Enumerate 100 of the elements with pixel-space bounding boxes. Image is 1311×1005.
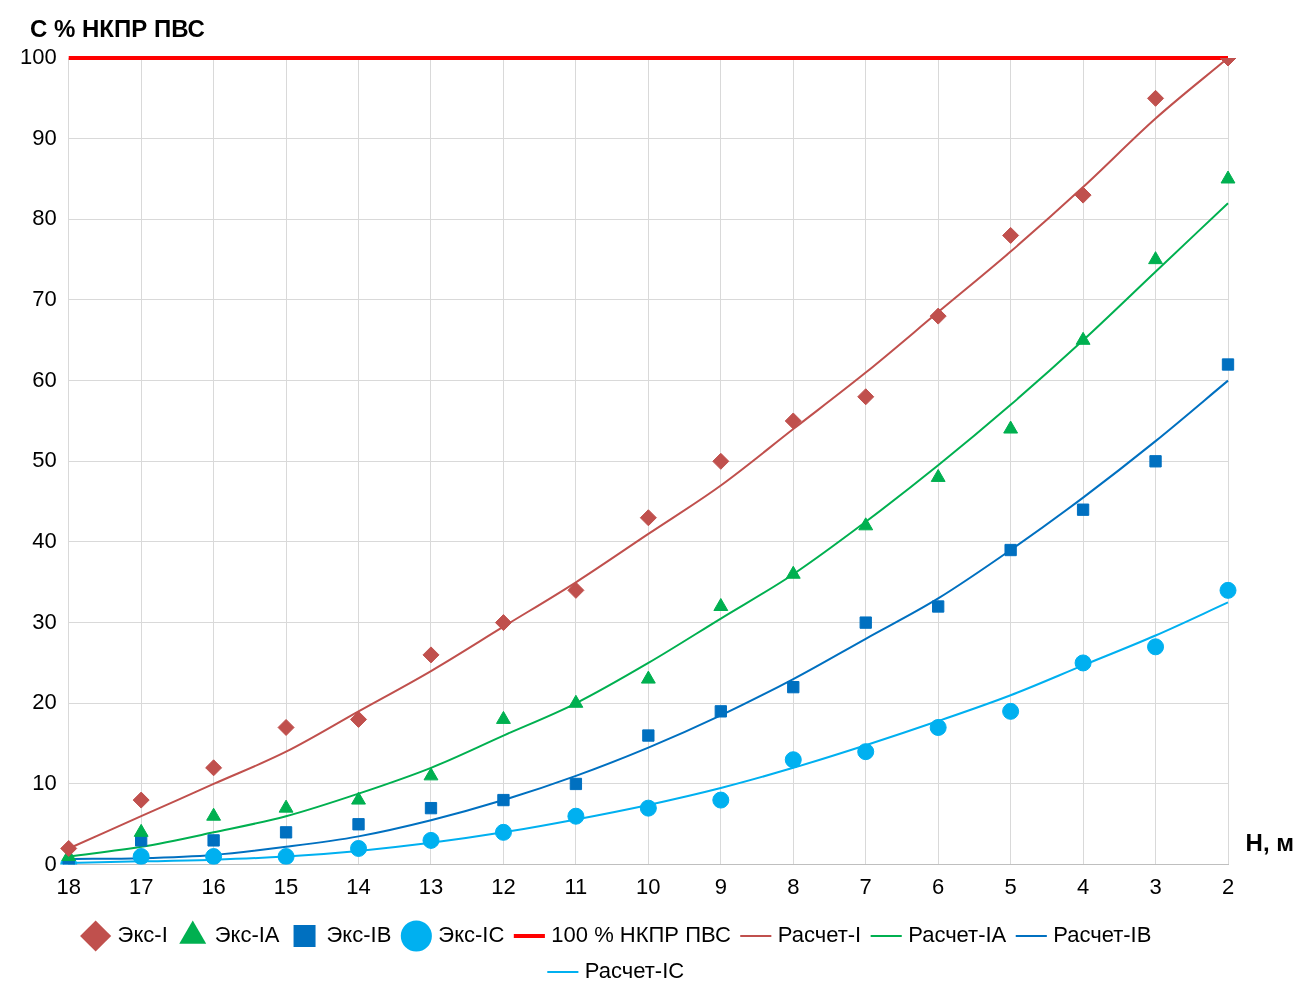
x-tick-label: 2: [1221, 873, 1235, 899]
point: [423, 767, 439, 781]
point: [1074, 654, 1092, 672]
point: [639, 509, 657, 527]
y-tick-label: 50: [32, 447, 57, 473]
point: [1147, 638, 1165, 656]
x-tick-label: 7: [859, 873, 872, 899]
legend-label: Расчет-IB: [1053, 922, 1152, 948]
point: [422, 646, 440, 664]
point: [205, 759, 223, 777]
point: [929, 307, 947, 325]
point: [929, 718, 947, 736]
legend-label: Расчет-IA: [908, 922, 1007, 948]
point: [1219, 581, 1237, 599]
x-tick-label: 9: [714, 873, 727, 899]
point: [1147, 89, 1165, 107]
point: [1074, 186, 1092, 204]
y-tick-label: 20: [32, 689, 57, 715]
x-tick-label: 11: [564, 873, 588, 899]
point: [930, 468, 946, 482]
y-tick-label: 60: [32, 366, 57, 392]
point: [567, 581, 585, 599]
y-axis-title: C % НКПР ПВС: [30, 14, 205, 42]
point: [712, 791, 730, 809]
point: [351, 791, 366, 805]
point: [569, 777, 583, 791]
point: [932, 600, 945, 613]
point: [1004, 543, 1017, 557]
point: [132, 791, 150, 809]
point: [277, 848, 295, 865]
point: [784, 751, 802, 769]
y-tick-label: 70: [32, 286, 57, 312]
point: [279, 826, 293, 839]
point: [1220, 170, 1236, 184]
point: [1076, 503, 1090, 516]
point: [712, 452, 730, 470]
point: [60, 839, 78, 857]
point: [642, 729, 655, 742]
point: [133, 823, 149, 837]
point: [207, 834, 220, 847]
legend-label: Экс-IC: [438, 922, 505, 948]
point: [277, 718, 295, 736]
y-tick-label: 0: [44, 850, 57, 876]
x-tick-label: 17: [128, 873, 154, 899]
legend-label: Расчет-IC: [584, 958, 685, 984]
point: [350, 839, 368, 857]
x-tick-label: 8: [787, 873, 800, 899]
point: [496, 710, 511, 724]
point: [640, 670, 656, 684]
legend-label: Экс-I: [117, 922, 168, 948]
point: [858, 517, 874, 531]
y-tick-label: 80: [32, 205, 57, 231]
point: [422, 831, 440, 849]
point: [350, 710, 368, 728]
point: [352, 818, 365, 831]
legend-label: Экс-IA: [214, 922, 280, 948]
point: [1002, 226, 1020, 244]
x-tick-label: 12: [491, 873, 516, 899]
point: [1148, 251, 1163, 265]
legend-label: Экс-IB: [326, 922, 392, 948]
point: [568, 694, 584, 708]
point: [567, 807, 585, 825]
point: [205, 848, 223, 865]
legend-label: 100 % НКПР ПВС: [551, 922, 731, 948]
x-tick-label: 3: [1149, 873, 1162, 899]
y-tick-label: 40: [32, 528, 57, 554]
point: [785, 565, 801, 579]
point: [1002, 702, 1020, 720]
point: [1149, 455, 1162, 468]
point: [494, 614, 512, 632]
point: [714, 705, 727, 718]
x-tick-label: 16: [201, 873, 226, 899]
point: [713, 597, 729, 611]
point: [787, 680, 800, 694]
x-tick-label: 13: [418, 873, 444, 899]
point: [424, 801, 438, 815]
point: [1003, 420, 1019, 434]
point: [497, 793, 510, 807]
x-tick-label: 18: [56, 873, 81, 899]
point: [784, 412, 802, 430]
y-tick-label: 30: [32, 608, 57, 634]
point: [494, 823, 512, 841]
legend-label: Расчет-I: [777, 922, 862, 948]
x-tick-label: 15: [273, 873, 299, 899]
point: [639, 799, 657, 817]
y-tick-label: 90: [32, 124, 57, 150]
point: [1221, 358, 1235, 371]
x-tick-label: 4: [1076, 873, 1090, 899]
point: [206, 807, 222, 821]
x-tick-label: 14: [346, 873, 371, 899]
point: [132, 848, 150, 865]
point: [857, 388, 875, 406]
point: [1075, 331, 1091, 345]
point: [859, 616, 872, 629]
x-axis-title: H, м: [1245, 829, 1294, 857]
y-tick-label: 100: [19, 44, 57, 70]
x-tick-label: 10: [636, 873, 661, 899]
x-tick-label: 5: [1004, 873, 1017, 899]
point: [278, 799, 294, 813]
y-tick-label: 10: [32, 770, 57, 795]
